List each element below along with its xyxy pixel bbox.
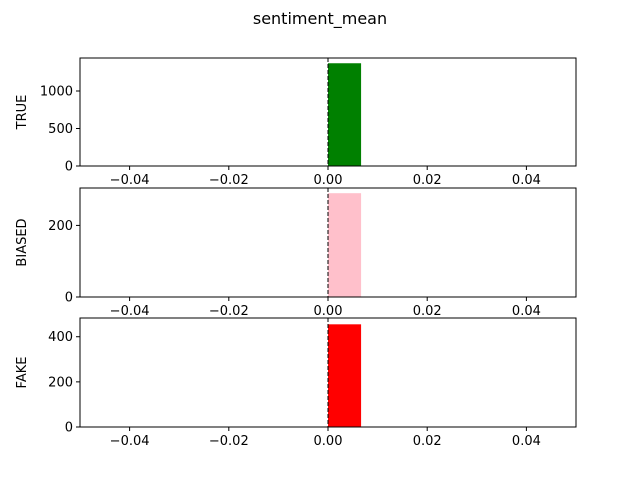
y-tick-label: 200 [48, 375, 73, 390]
x-tick-label: −0.04 [110, 173, 150, 188]
y-tick-label: 0 [65, 160, 73, 175]
x-tick-label: −0.04 [110, 304, 150, 319]
y-tick-label: 200 [48, 219, 73, 234]
figure-title: sentiment_mean [253, 9, 387, 29]
subplot-fake: −0.04 −0.02 0.00 0.02 0.04 0 200 400 FAKE [15, 317, 577, 449]
x-tick-label: 0.00 [314, 434, 343, 449]
x-tick-label: 0.04 [512, 304, 541, 319]
y-tick-label: 500 [48, 122, 73, 137]
histogram-bar [328, 193, 362, 297]
histogram-bar [328, 63, 362, 166]
x-tick-label: −0.02 [209, 304, 249, 319]
y-tick-label: 0 [65, 291, 73, 306]
y-axis-label: FAKE [15, 357, 30, 389]
x-tick-label: 0.04 [512, 434, 541, 449]
y-tick-label: 1000 [40, 85, 73, 100]
subplot-true: −0.04 −0.02 0.00 0.02 0.04 0 500 1000 TRUE [15, 57, 577, 188]
x-tick-label: −0.02 [209, 434, 249, 449]
x-tick-label: 0.02 [413, 173, 442, 188]
subplot-biased: −0.04 −0.02 0.00 0.02 0.04 0 200 BIASED [15, 187, 577, 319]
y-axis-label: TRUE [15, 95, 30, 131]
x-tick-label: 0.02 [413, 304, 442, 319]
y-tick-label: 400 [48, 330, 73, 345]
x-tick-label: −0.04 [110, 434, 150, 449]
x-tick-label: 0.04 [512, 173, 541, 188]
y-axis-label: BIASED [15, 218, 30, 266]
x-tick-label: 0.00 [314, 173, 343, 188]
subplots: −0.04 −0.02 0.00 0.02 0.0405001000TRUE−0.04−… [15, 57, 577, 449]
y-tick-label: 0 [65, 421, 73, 436]
x-tick-label: 0.02 [413, 434, 442, 449]
x-tick-label: 0.00 [314, 304, 343, 319]
histogram-bar [328, 324, 362, 427]
x-tick-label: −0.02 [209, 173, 249, 188]
